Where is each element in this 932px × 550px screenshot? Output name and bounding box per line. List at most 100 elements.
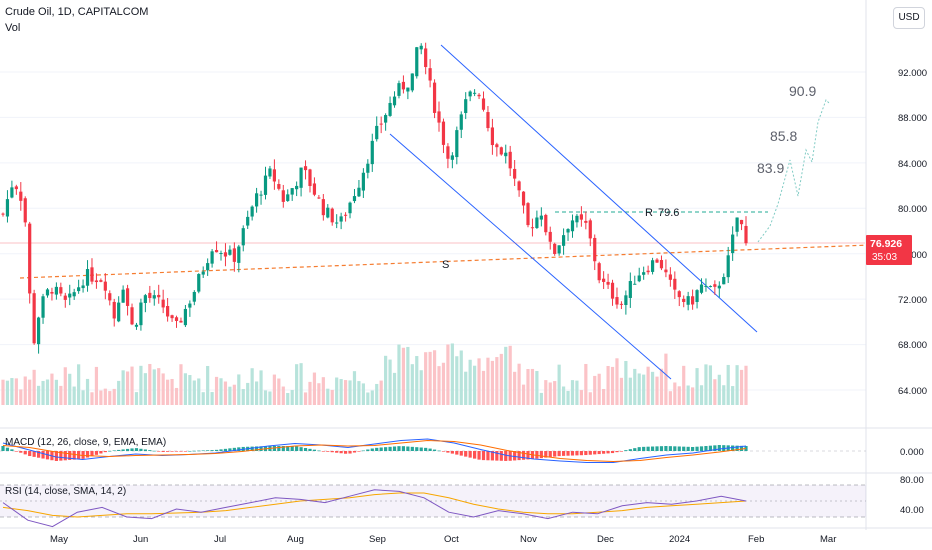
candle-body [59,287,63,294]
volume-bar [392,372,397,405]
rsi-line [2,489,747,528]
candle-body [659,260,664,269]
currency-button[interactable]: USD [893,7,925,29]
macd-histogram-bar [588,451,592,455]
volume-bar [219,378,223,405]
candle-body [268,168,272,177]
macd-histogram-bar [63,451,67,461]
candle-body [628,281,632,298]
candle-body [499,147,503,155]
volume-bar [561,386,566,405]
macd-histogram-bar [428,448,432,451]
volume-bar [508,345,512,405]
macd-histogram-bar [455,451,459,455]
macd-histogram-bar [139,448,143,451]
volume-bar [579,390,583,405]
candle-body [125,288,130,306]
candle-body [99,280,103,282]
candle-body [450,155,454,160]
candle-body [561,235,566,246]
candle-body [10,187,14,198]
candle-body [526,203,530,226]
volume-bar [72,386,76,405]
volume-bar [624,360,628,405]
volume-bar [526,369,530,405]
price-tick: 84.000 [898,159,927,170]
volume-bar [557,364,561,405]
macd-histogram-bar [499,451,503,461]
volume-bar [348,380,352,405]
macd-histogram-bar [130,448,134,451]
macd-histogram-bar [575,451,579,456]
time-axis[interactable]: May Jun Jul Aug Sep Oct Nov Dec 2024 Feb… [0,527,932,545]
candle-body [157,294,161,298]
macd-histogram-bar [286,446,290,451]
volume-bar [499,353,503,405]
candle-body [112,301,116,319]
volume-bar [468,359,472,405]
macd-histogram-bar [392,446,397,451]
macd-histogram-bar [539,451,543,459]
macd-histogram-bar [615,451,619,453]
volume-bar [179,364,183,405]
svg-text:76.926: 76.926 [870,238,902,250]
candle-body [664,269,668,273]
volume-bar [41,380,45,405]
macd-histogram-bar [375,447,379,451]
macd-histogram-bar [32,451,36,457]
macd-histogram-bar [579,451,583,456]
candle-body [241,228,245,246]
macd-histogram-bar [486,451,490,461]
macd-histogram-bar [650,446,655,451]
volume-bar [1,379,5,405]
macd-histogram-bar [691,446,695,451]
volume-bar [473,365,477,405]
macd-tick: 0.000 [900,447,924,458]
channel-lower-line [389,133,672,380]
candle-body [624,295,628,305]
volume-bar [5,380,10,405]
volume-bar [441,362,446,405]
candle-body [312,183,317,195]
volume-bar [646,366,650,405]
volume-bar [63,367,67,405]
volume-bar [335,377,339,405]
candle-body [19,191,23,201]
price-tick: 92.000 [898,68,927,79]
macd-histogram-bar [85,451,90,458]
candle-body [174,317,179,321]
macd-histogram-bar [81,451,85,459]
candle-body [708,286,713,288]
volume-bar [633,368,637,405]
candle-body [419,45,423,50]
volume-bar [268,391,272,405]
candle-body [570,220,575,232]
candle-body [415,47,419,77]
candle-body [553,243,557,254]
candle-body [441,121,446,145]
macd-histogram-bar [250,446,254,451]
macd-histogram-bar [1,446,5,451]
candle-body [490,127,495,146]
time-tick: Oct [444,534,459,545]
macd-histogram-bar [352,451,357,453]
volume-bar [628,377,632,405]
volume-bar [424,352,428,405]
candle-body [90,267,94,282]
channel-upper-line [440,44,758,333]
macd-histogram-bar [446,451,450,453]
volume-bar [161,373,165,405]
resistance-value: 79.6 [658,207,679,219]
target-label-3: 90.9 [789,83,816,99]
volume-bar [45,379,50,405]
candle-body [699,284,704,293]
price-axis[interactable]: 92.000 88.000 84.000 80.000 76.000 72.00… [865,0,927,530]
macd-histogram-bar [161,451,165,452]
volume-bar [517,363,521,405]
candle-body [14,186,18,190]
price-tick: 72.000 [898,295,927,306]
candle-body [575,215,579,223]
rsi-ma-line [2,492,747,518]
candle-body [735,217,739,232]
macd-histogram-bar [664,446,668,451]
